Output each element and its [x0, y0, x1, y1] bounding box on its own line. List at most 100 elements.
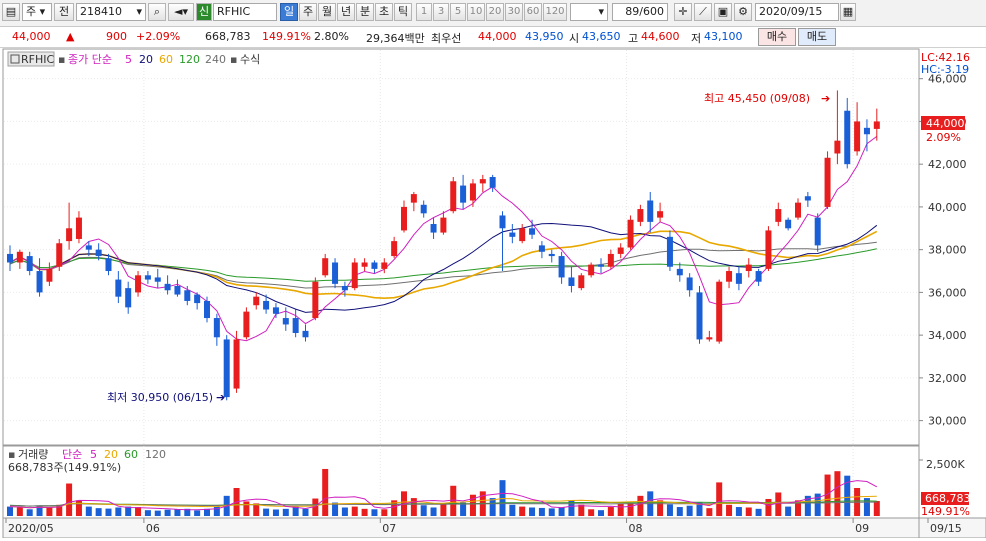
minute-1-button[interactable]: 1: [416, 3, 432, 21]
volume-bar: [302, 508, 309, 516]
candle-body: [479, 179, 486, 184]
price-tick-label: 38,000: [928, 244, 967, 257]
candle-body: [844, 110, 851, 165]
prev-button[interactable]: 전: [54, 3, 74, 21]
vol-legend-label: 거래량: [18, 448, 48, 461]
price-tick-label: 36,000: [928, 286, 967, 299]
minute-5-button[interactable]: 5: [450, 3, 466, 21]
price-tick-label: 40,000: [928, 201, 967, 214]
candle-body: [371, 262, 378, 269]
buy-button[interactable]: 매수: [758, 28, 796, 46]
candle-body: [726, 271, 733, 282]
volume-bar: [322, 468, 329, 516]
vol-ma5-line: [9, 480, 878, 511]
price-change: 900: [106, 30, 127, 43]
stock-code-input[interactable]: 218410 ▾: [76, 3, 146, 21]
vol-tag-text: 668,783: [925, 492, 971, 505]
candle-body: [272, 307, 279, 314]
volume-bar: [538, 507, 545, 516]
tab-minute[interactable]: 분: [356, 3, 374, 21]
sell-button[interactable]: 매도: [798, 28, 836, 46]
minute-30-button[interactable]: 30: [505, 3, 523, 21]
candle-body: [716, 281, 723, 342]
candle-body: [56, 243, 63, 267]
candle-body: [450, 181, 457, 212]
candle-body: [775, 209, 782, 222]
volume-bar: [26, 509, 33, 516]
gear-icon[interactable]: ⚙: [734, 3, 752, 21]
custom-period-select[interactable]: ▾: [570, 3, 608, 21]
chevron-down-icon: ▾: [598, 5, 604, 18]
candle-body: [401, 206, 407, 231]
volume-bar: [56, 504, 63, 516]
chart-type-icon[interactable]: ▤: [2, 3, 20, 21]
candle-body: [144, 275, 151, 280]
type-select-value: 주: [26, 5, 37, 18]
candle-body: [706, 337, 713, 340]
right-arrow-icon: ➔: [821, 92, 830, 105]
ma240-line: [9, 241, 877, 289]
calendar-icon[interactable]: ▦: [840, 3, 856, 21]
vol-ma20-line: [9, 495, 877, 509]
search-icon[interactable]: ⌕: [148, 3, 166, 21]
candle-body: [519, 228, 526, 242]
candle-body: [46, 268, 53, 282]
candle-body: [735, 273, 742, 284]
type-select[interactable]: 주 ▾: [22, 3, 52, 21]
vol-legend-ma60: 60: [124, 448, 138, 461]
tab-tick[interactable]: 틱: [394, 3, 412, 21]
candle-body: [795, 202, 801, 218]
volume-bar: [588, 509, 595, 516]
volume-bar: [548, 508, 555, 516]
candle-body: [696, 292, 703, 340]
candle-body: [174, 285, 181, 295]
data-count-field[interactable]: 89/600: [612, 3, 668, 21]
minute-3-button[interactable]: 3: [433, 3, 449, 21]
candle-body: [627, 219, 634, 248]
quote-bar: 44,000 ▲ 900 +2.09% 668,783 149.91% 2.80…: [0, 27, 986, 48]
minute-10-button[interactable]: 10: [467, 3, 485, 21]
ask-price: 44,000: [478, 30, 517, 43]
date-input[interactable]: 2020/09/15: [755, 3, 839, 21]
candle-body: [598, 264, 604, 267]
volume-bar: [105, 508, 112, 516]
candle-body: [312, 281, 319, 319]
speaker-icon[interactable]: ◄▾: [168, 3, 194, 21]
minute-60-button[interactable]: 60: [524, 3, 542, 21]
crosshair-icon[interactable]: ✛: [674, 3, 692, 21]
stock-code-value: 218410: [80, 5, 122, 18]
candle-body: [302, 330, 309, 338]
volume-bar: [194, 510, 201, 516]
candle-body: [460, 185, 467, 203]
volume-bar: [706, 508, 713, 516]
tab-week[interactable]: 주: [299, 3, 317, 21]
candle-body: [617, 247, 624, 254]
volume-bar: [460, 502, 467, 516]
tab-year[interactable]: 년: [337, 3, 355, 21]
volume-bar: [430, 507, 437, 516]
volume-bar: [36, 505, 43, 516]
tab-second[interactable]: 초: [375, 3, 393, 21]
candle-body: [637, 209, 644, 222]
stock-name-field[interactable]: RFHIC: [213, 3, 277, 21]
candle-body: [16, 251, 23, 263]
candle-body: [755, 271, 762, 282]
minute-120-button[interactable]: 120: [543, 3, 567, 21]
price-tick-label: 42,000: [928, 158, 967, 171]
draw-tool-icon[interactable]: ⟋: [694, 3, 712, 21]
save-icon[interactable]: ▣: [714, 3, 732, 21]
price-volume-chart[interactable]: 30,000 32,000 34,000 36,000 38,000 40,000 42,0…: [0, 48, 986, 539]
chart-area[interactable]: 30,000 32,000 34,000 36,000 38,000 40,000 42,0…: [0, 48, 986, 539]
minute-20-button[interactable]: 20: [486, 3, 504, 21]
tab-day[interactable]: 일: [280, 3, 298, 21]
volume-bar: [696, 502, 703, 516]
volume-bar: [795, 500, 801, 516]
trade-amount: 29,364백만: [366, 32, 425, 45]
candle-body: [785, 219, 792, 229]
candle-body: [499, 215, 506, 229]
candle-body: [184, 290, 191, 301]
candle-body: [440, 217, 447, 233]
volume-bar: [66, 483, 73, 516]
volume-bar: [450, 485, 457, 516]
tab-month[interactable]: 월: [318, 3, 336, 21]
